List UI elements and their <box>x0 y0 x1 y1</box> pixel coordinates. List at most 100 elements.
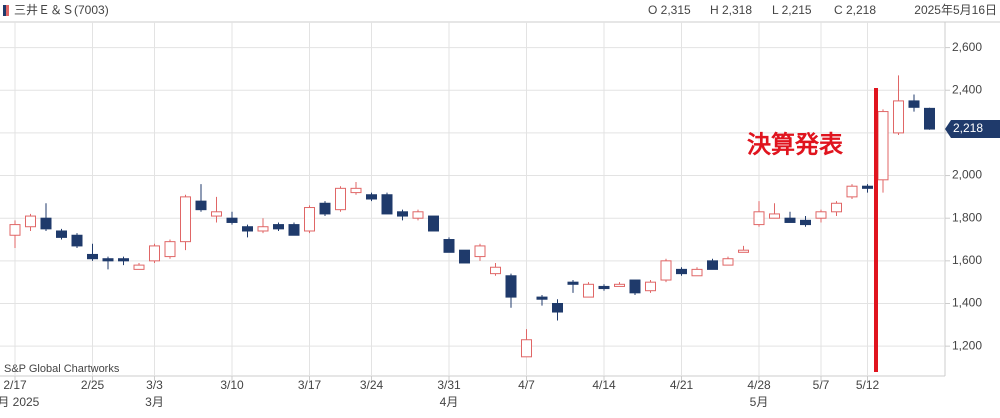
candle-body <box>800 219 811 226</box>
candle-body <box>40 217 52 230</box>
candle-body <box>645 281 656 292</box>
candle-body <box>412 211 424 219</box>
candle-body <box>474 245 486 258</box>
x-tick-label: 4/14 <box>592 378 616 392</box>
legend-swatch <box>3 5 6 16</box>
candle-body <box>660 260 672 281</box>
x-tick-label: 3/17 <box>298 378 322 392</box>
candle-body <box>815 211 827 219</box>
candle-body <box>552 302 563 313</box>
candle-body <box>443 239 455 253</box>
candles <box>9 75 935 358</box>
month-label: 2月 2025 <box>0 395 40 409</box>
y-tick-label: 2,000 <box>952 168 982 182</box>
y-tick-label: 2,400 <box>952 82 982 96</box>
candle-body <box>722 258 734 266</box>
x-tick-label: 4/28 <box>747 378 771 392</box>
candle-body <box>118 258 129 262</box>
candle-body <box>753 211 765 226</box>
header-stat: L 2,215 <box>772 3 812 17</box>
candle-body <box>226 217 238 223</box>
candle-body <box>769 213 780 219</box>
candle-body <box>536 296 548 300</box>
header-date: 2025年5月16日 <box>914 3 997 17</box>
candle-body <box>877 111 889 181</box>
candle-body <box>273 224 284 230</box>
candle-body <box>846 185 858 198</box>
candle-body <box>908 100 920 108</box>
candle-body <box>707 260 718 270</box>
x-tick-label: 4/7 <box>518 378 535 392</box>
candle-body <box>567 281 579 285</box>
candle-body <box>505 275 517 298</box>
candle-body <box>133 264 145 270</box>
candle-body <box>71 234 83 247</box>
month-label: 5月 <box>750 395 769 409</box>
candle-body <box>831 202 842 213</box>
x-tick-label: 3/24 <box>360 378 384 392</box>
header-stat: C 2,218 <box>834 3 876 17</box>
candle-body <box>102 258 114 262</box>
candle-body <box>335 187 346 211</box>
y-tick-label: 1,400 <box>952 296 982 310</box>
candle-body <box>350 187 362 194</box>
candle-body <box>924 107 935 130</box>
candle-body <box>397 211 408 217</box>
candle-body <box>149 245 160 262</box>
candle-body <box>9 224 21 236</box>
x-tick-label: 3/10 <box>220 378 244 392</box>
candle-body <box>366 194 377 200</box>
y-tick-label: 1,800 <box>952 210 982 224</box>
candle-body <box>211 211 222 217</box>
candle-body <box>242 226 253 232</box>
candle-body <box>521 339 532 358</box>
y-tick-label: 1,200 <box>952 338 982 352</box>
x-tick-label: 4/21 <box>670 378 694 392</box>
candle-body <box>893 100 904 134</box>
last-price-tag <box>945 120 1000 139</box>
candle-body <box>288 224 300 236</box>
candle-body <box>784 217 796 223</box>
x-tick-label: 3/31 <box>437 378 461 392</box>
candle-body <box>56 230 67 238</box>
last-price-label: 2,218 <box>953 121 983 135</box>
candle-body <box>598 285 610 290</box>
candle-body <box>583 283 594 298</box>
candle-body <box>25 215 36 228</box>
candle-body <box>304 207 315 232</box>
candle-body <box>257 226 269 232</box>
source-label: S&P Global Chartworks <box>4 363 120 375</box>
candle-body <box>164 241 176 258</box>
candle-body <box>428 215 439 232</box>
candle-body <box>87 253 98 260</box>
candle-body <box>738 249 749 253</box>
x-tick-label: 5/12 <box>856 378 880 392</box>
y-tick-label: 2,600 <box>952 40 982 54</box>
candle-body <box>676 268 687 275</box>
candle-body <box>180 196 191 243</box>
candle-body <box>614 283 625 287</box>
x-tick-label: 2/25 <box>81 378 105 392</box>
candle-body <box>691 268 703 277</box>
legend-swatch <box>6 5 9 16</box>
month-label: 4月 <box>440 395 459 409</box>
header-stat: H 2,318 <box>710 3 752 17</box>
candle-body <box>381 194 393 215</box>
x-tick-label: 3/3 <box>146 378 163 392</box>
candle-body <box>195 200 207 211</box>
candle-body <box>319 202 331 215</box>
annotation: 決算発表 <box>747 130 844 158</box>
month-label: 3月 <box>145 395 164 409</box>
y-tick-label: 1,600 <box>952 253 982 267</box>
candle-body <box>862 185 873 189</box>
candle-body <box>490 266 501 275</box>
candle-body <box>629 279 641 294</box>
x-tick-label: 5/7 <box>813 378 830 392</box>
candle-body <box>459 249 470 264</box>
chart-title: 三井Ｅ＆Ｓ(7003) <box>14 3 109 17</box>
header-stat: O 2,315 <box>648 3 691 17</box>
x-tick-label: 2/17 <box>3 378 27 392</box>
